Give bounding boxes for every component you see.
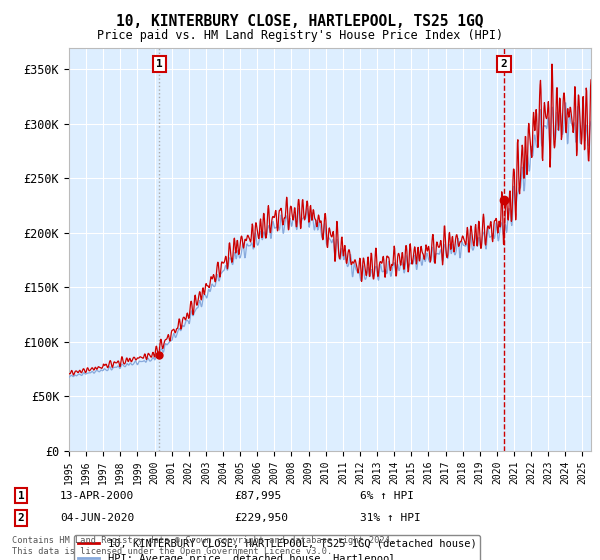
Text: Price paid vs. HM Land Registry's House Price Index (HPI): Price paid vs. HM Land Registry's House …	[97, 29, 503, 42]
Text: 13-APR-2000: 13-APR-2000	[60, 491, 134, 501]
Text: 6% ↑ HPI: 6% ↑ HPI	[360, 491, 414, 501]
Text: £229,950: £229,950	[234, 513, 288, 523]
Text: Contains HM Land Registry data © Crown copyright and database right 2024.
This d: Contains HM Land Registry data © Crown c…	[12, 536, 395, 556]
Legend: 10, KINTERBURY CLOSE, HARTLEPOOL, TS25 1GQ (detached house), HPI: Average price,: 10, KINTERBURY CLOSE, HARTLEPOOL, TS25 1…	[74, 535, 481, 560]
Text: 1: 1	[156, 59, 163, 69]
Text: 31% ↑ HPI: 31% ↑ HPI	[360, 513, 421, 523]
Text: 1: 1	[17, 491, 25, 501]
Text: 04-JUN-2020: 04-JUN-2020	[60, 513, 134, 523]
Text: 10, KINTERBURY CLOSE, HARTLEPOOL, TS25 1GQ: 10, KINTERBURY CLOSE, HARTLEPOOL, TS25 1…	[116, 14, 484, 29]
Text: 2: 2	[17, 513, 25, 523]
Text: £87,995: £87,995	[234, 491, 281, 501]
Text: 2: 2	[500, 59, 508, 69]
